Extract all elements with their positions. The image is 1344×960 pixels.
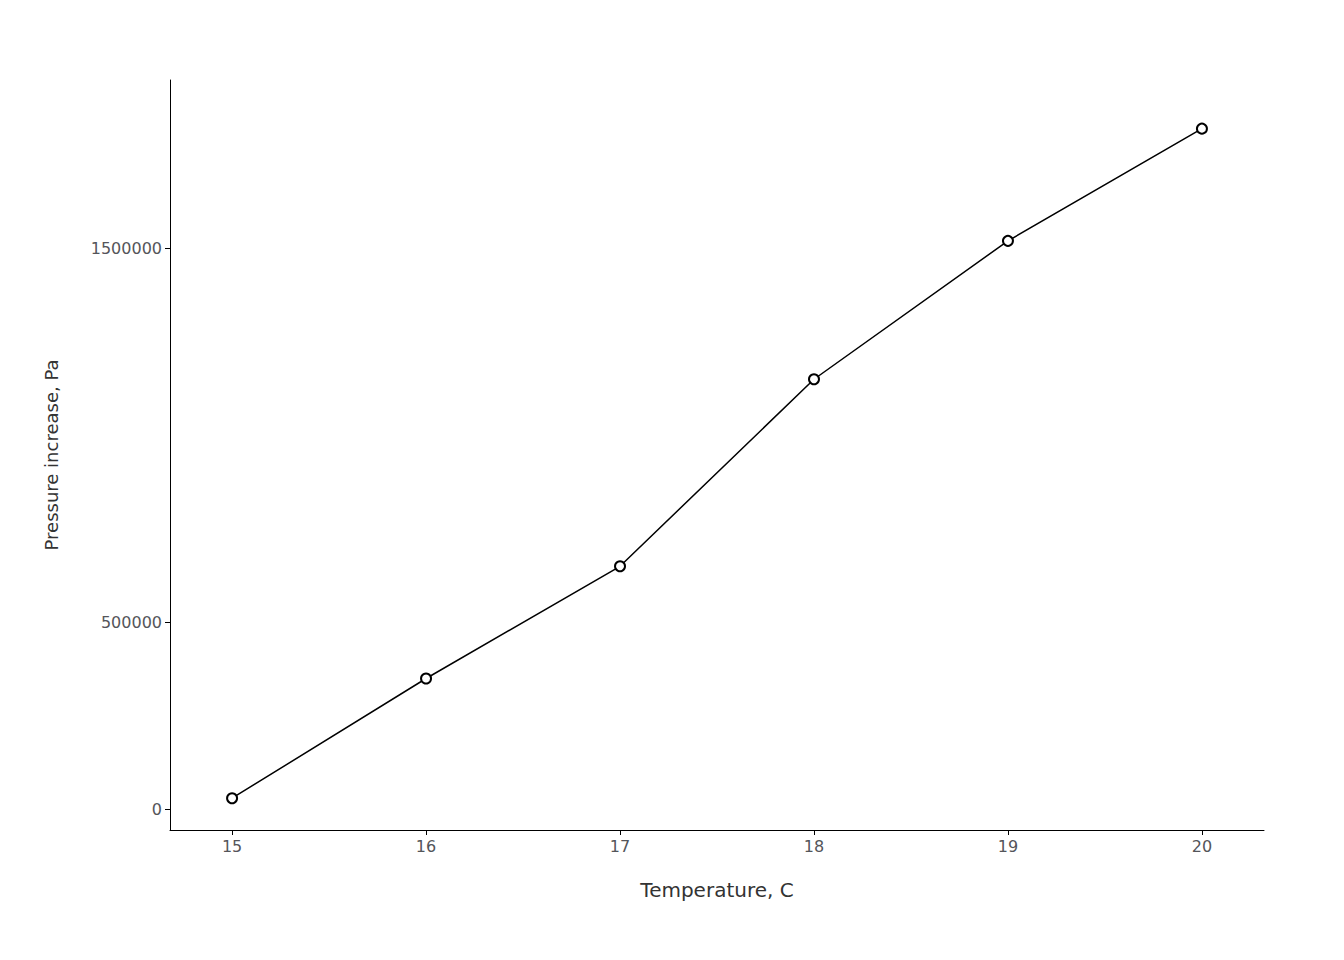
svg-text:20: 20 — [1192, 837, 1212, 856]
svg-text:15: 15 — [222, 837, 242, 856]
svg-text:Temperature, C: Temperature, C — [639, 878, 793, 902]
svg-text:18: 18 — [804, 837, 824, 856]
svg-text:0: 0 — [152, 800, 162, 819]
svg-text:16: 16 — [416, 837, 436, 856]
svg-text:17: 17 — [610, 837, 630, 856]
svg-text:500000: 500000 — [101, 613, 162, 632]
svg-text:1500000: 1500000 — [91, 239, 162, 258]
svg-text:Pressure increase, Pa: Pressure increase, Pa — [41, 360, 62, 551]
svg-text:19: 19 — [998, 837, 1018, 856]
